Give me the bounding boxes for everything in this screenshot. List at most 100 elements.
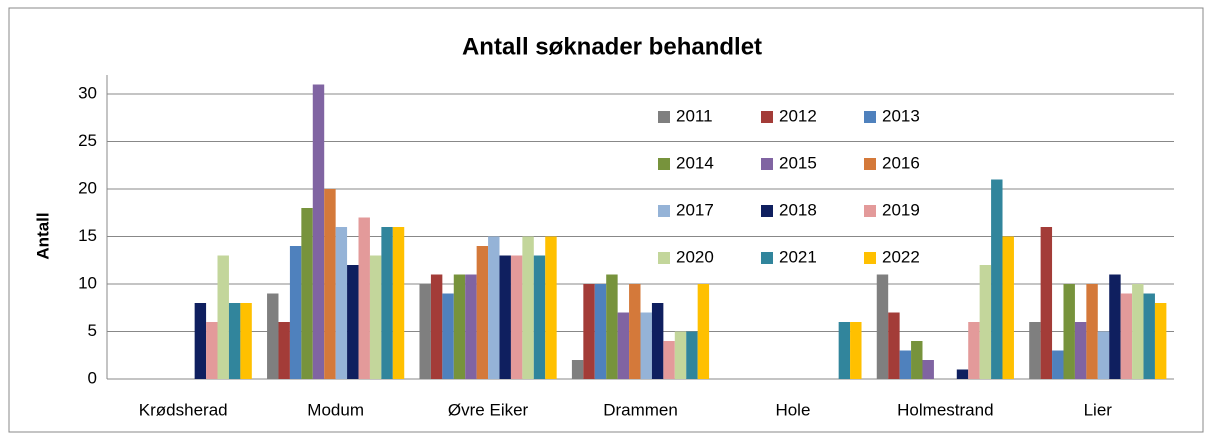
bar <box>583 284 595 379</box>
bar <box>956 369 969 379</box>
bar <box>267 293 279 379</box>
bar <box>499 255 511 379</box>
y-tick-label: 15 <box>78 226 97 245</box>
bar <box>1154 303 1167 379</box>
legend-label: 2015 <box>779 153 817 172</box>
legend-swatch <box>658 252 670 264</box>
bar <box>453 274 466 379</box>
bar <box>278 322 290 379</box>
legend-label: 2011 <box>676 106 713 125</box>
bar <box>1109 274 1121 379</box>
legend-label: 2019 <box>882 200 920 219</box>
y-tick-label: 10 <box>78 273 97 292</box>
legend-label: 2018 <box>779 200 817 219</box>
bar <box>510 255 523 379</box>
bar <box>606 274 618 379</box>
bar <box>369 255 382 379</box>
bar <box>240 303 252 379</box>
bar <box>1074 322 1087 379</box>
bar <box>533 255 546 379</box>
bar <box>312 84 325 379</box>
legend-label: 2017 <box>676 200 714 219</box>
legend-label: 2016 <box>882 153 920 172</box>
bar <box>686 331 698 379</box>
bar <box>335 227 348 379</box>
y-tick-label: 0 <box>88 368 97 387</box>
bar <box>228 303 241 379</box>
bar <box>1086 284 1098 379</box>
bar <box>206 322 218 379</box>
bar <box>1040 227 1053 379</box>
legend-swatch <box>864 111 876 123</box>
legend-swatch <box>658 111 670 123</box>
bar <box>1132 284 1144 379</box>
y-tick-label: 20 <box>78 178 97 197</box>
bar <box>392 227 405 379</box>
x-tick-label: Holmestrand <box>897 400 993 419</box>
bar <box>488 236 500 379</box>
legend-swatch <box>761 205 773 217</box>
x-tick-label: Lier <box>1084 400 1113 419</box>
bar <box>922 360 934 379</box>
legend-label: 2020 <box>676 247 714 266</box>
legend-swatch <box>864 252 876 264</box>
bar <box>850 322 862 379</box>
bar <box>442 293 454 379</box>
bar <box>1120 293 1133 379</box>
bar <box>968 322 980 379</box>
bar <box>629 284 641 379</box>
bar <box>347 265 359 379</box>
bar <box>697 284 710 379</box>
legend-label: 2012 <box>779 106 817 125</box>
bar <box>1063 284 1075 379</box>
legend-swatch <box>864 158 876 170</box>
legend-swatch <box>761 252 773 264</box>
chart-title: Antall søknader behandlet <box>462 33 762 60</box>
bar <box>911 341 923 379</box>
bar <box>430 274 443 379</box>
x-tick-label: Hole <box>775 400 810 419</box>
bar <box>419 284 431 379</box>
bar <box>194 303 207 379</box>
x-tick-label: Modum <box>307 400 364 419</box>
bar <box>324 189 336 379</box>
bar <box>1052 350 1064 379</box>
y-axis-label: Antall <box>33 212 52 259</box>
x-tick-label: Drammen <box>603 400 678 419</box>
bar <box>640 312 652 379</box>
legend-swatch <box>658 158 670 170</box>
bar <box>876 274 889 379</box>
bar <box>888 312 900 379</box>
bar <box>594 284 607 379</box>
bar <box>838 322 851 379</box>
y-tick-label: 30 <box>78 83 97 102</box>
x-tick-label: Krødsherad <box>139 400 228 419</box>
bar <box>217 255 229 379</box>
bar <box>301 208 313 379</box>
x-tick-label: Øvre Eiker <box>448 400 529 419</box>
bar <box>663 341 675 379</box>
bar <box>545 236 557 379</box>
legend-swatch <box>761 111 773 123</box>
bar <box>1002 236 1014 379</box>
legend-swatch <box>658 205 670 217</box>
bar <box>476 246 489 379</box>
legend-label: 2021 <box>779 247 817 266</box>
bar <box>358 217 370 379</box>
bar <box>571 360 584 379</box>
bar <box>651 303 664 379</box>
bar <box>1097 331 1110 379</box>
legend-label: 2013 <box>882 106 920 125</box>
bar <box>899 350 912 379</box>
y-tick-label: 25 <box>78 131 97 150</box>
legend-swatch <box>761 158 773 170</box>
bar <box>979 265 992 379</box>
bar <box>1029 322 1041 379</box>
y-tick-label: 5 <box>88 321 97 340</box>
bar <box>991 179 1003 379</box>
bar <box>465 274 477 379</box>
legend-label: 2014 <box>676 153 714 172</box>
bar <box>522 236 534 379</box>
legend-swatch <box>864 205 876 217</box>
